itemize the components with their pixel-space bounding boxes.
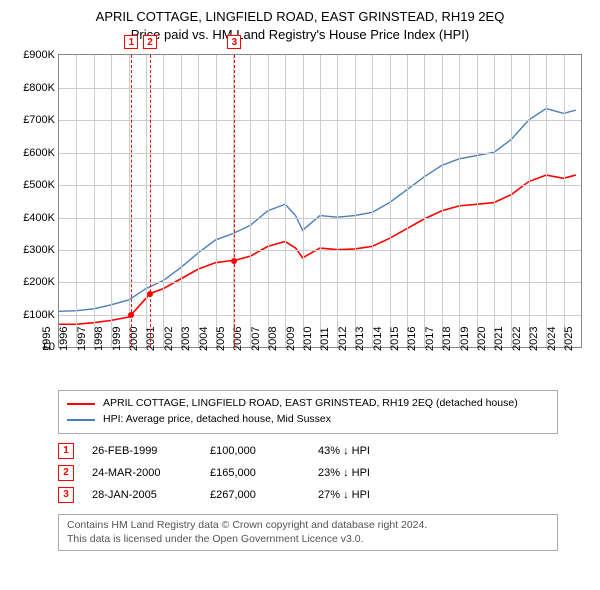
x-axis-label: 2021 — [493, 327, 505, 351]
x-axis-label: 2023 — [528, 327, 540, 351]
legend-item-hpi: HPI: Average price, detached house, Mid … — [67, 412, 549, 428]
y-axis-label: £700K — [23, 114, 55, 126]
transactions-table: 1 26-FEB-1999 £100,000 43% ↓ HPI 2 24-MA… — [58, 440, 558, 506]
x-axis-label: 2001 — [145, 327, 157, 351]
transaction-pct: 43% ↓ HPI — [318, 445, 370, 457]
x-axis-label: 2014 — [372, 327, 384, 351]
y-axis-label: £100K — [23, 309, 55, 321]
footer-line-1: Contains HM Land Registry data © Crown c… — [67, 519, 549, 533]
transaction-pct: 23% ↓ HPI — [318, 467, 370, 479]
y-axis-label: £800K — [23, 82, 55, 94]
x-axis-label: 2012 — [337, 327, 349, 351]
transaction-price: £267,000 — [210, 489, 300, 501]
transaction-price: £165,000 — [210, 467, 300, 479]
x-axis-label: 2004 — [198, 327, 210, 351]
x-axis-label: 2015 — [389, 327, 401, 351]
table-row: 2 24-MAR-2000 £165,000 23% ↓ HPI — [58, 462, 558, 484]
chart-marker-1: 1 — [124, 35, 138, 49]
table-row: 3 28-JAN-2005 £267,000 27% ↓ HPI — [58, 484, 558, 506]
y-axis-label: £300K — [23, 244, 55, 256]
chart-container: APRIL COTTAGE, LINGFIELD ROAD, EAST GRIN… — [0, 0, 600, 590]
transaction-pct: 27% ↓ HPI — [318, 489, 370, 501]
x-axis-label: 2018 — [441, 327, 453, 351]
x-axis-label: 2005 — [215, 327, 227, 351]
chart-area: £0£100K£200K£300K£400K£500K£600K£700K£80… — [10, 50, 590, 380]
attribution-footer: Contains HM Land Registry data © Crown c… — [58, 514, 558, 551]
x-axis-label: 1995 — [41, 327, 53, 351]
legend-item-property: APRIL COTTAGE, LINGFIELD ROAD, EAST GRIN… — [67, 396, 549, 412]
x-axis-label: 2003 — [180, 327, 192, 351]
x-axis-label: 2019 — [459, 327, 471, 351]
chart-marker-3: 3 — [227, 35, 241, 49]
x-axis-label: 2010 — [302, 327, 314, 351]
title-line-1: APRIL COTTAGE, LINGFIELD ROAD, EAST GRIN… — [10, 8, 590, 26]
transaction-date: 26-FEB-1999 — [92, 445, 192, 457]
x-axis-label: 2013 — [354, 327, 366, 351]
title-block: APRIL COTTAGE, LINGFIELD ROAD, EAST GRIN… — [10, 8, 590, 44]
y-axis-label: £500K — [23, 179, 55, 191]
chart-marker-2: 2 — [143, 35, 157, 49]
table-row: 1 26-FEB-1999 £100,000 43% ↓ HPI — [58, 440, 558, 462]
x-axis-label: 1996 — [58, 327, 70, 351]
footer-line-2: This data is licensed under the Open Gov… — [67, 533, 549, 547]
plot-area: £0£100K£200K£300K£400K£500K£600K£700K£80… — [58, 54, 582, 348]
transaction-date: 28-JAN-2005 — [92, 489, 192, 501]
x-axis-label: 2016 — [406, 327, 418, 351]
x-axis-label: 2020 — [476, 327, 488, 351]
x-axis-label: 2002 — [163, 327, 175, 351]
legend-swatch-property — [67, 403, 95, 405]
legend-label-property: APRIL COTTAGE, LINGFIELD ROAD, EAST GRIN… — [103, 396, 518, 412]
x-axis-label: 2025 — [563, 327, 575, 351]
x-axis-label: 2008 — [267, 327, 279, 351]
transaction-marker-1: 1 — [58, 443, 74, 459]
y-axis-label: £200K — [23, 276, 55, 288]
x-axis-label: 2024 — [546, 327, 558, 351]
legend: APRIL COTTAGE, LINGFIELD ROAD, EAST GRIN… — [58, 390, 558, 434]
x-axis-label: 1997 — [76, 327, 88, 351]
x-axis-label: 2011 — [319, 328, 331, 352]
y-axis-label: £400K — [23, 212, 55, 224]
x-axis-label: 2000 — [128, 327, 140, 351]
transaction-marker-3: 3 — [58, 487, 74, 503]
legend-label-hpi: HPI: Average price, detached house, Mid … — [103, 412, 331, 428]
transaction-marker-2: 2 — [58, 465, 74, 481]
legend-swatch-hpi — [67, 419, 95, 421]
title-line-2: Price paid vs. HM Land Registry's House … — [10, 26, 590, 44]
transaction-date: 24-MAR-2000 — [92, 467, 192, 479]
x-axis-label: 2009 — [285, 327, 297, 351]
y-axis-label: £900K — [23, 49, 55, 61]
x-axis-label: 1998 — [93, 327, 105, 351]
x-axis-label: 1999 — [111, 327, 123, 351]
x-axis-label: 2017 — [424, 327, 436, 351]
x-axis-label: 2007 — [250, 327, 262, 351]
y-axis-label: £600K — [23, 147, 55, 159]
transaction-price: £100,000 — [210, 445, 300, 457]
x-axis-label: 2022 — [511, 327, 523, 351]
